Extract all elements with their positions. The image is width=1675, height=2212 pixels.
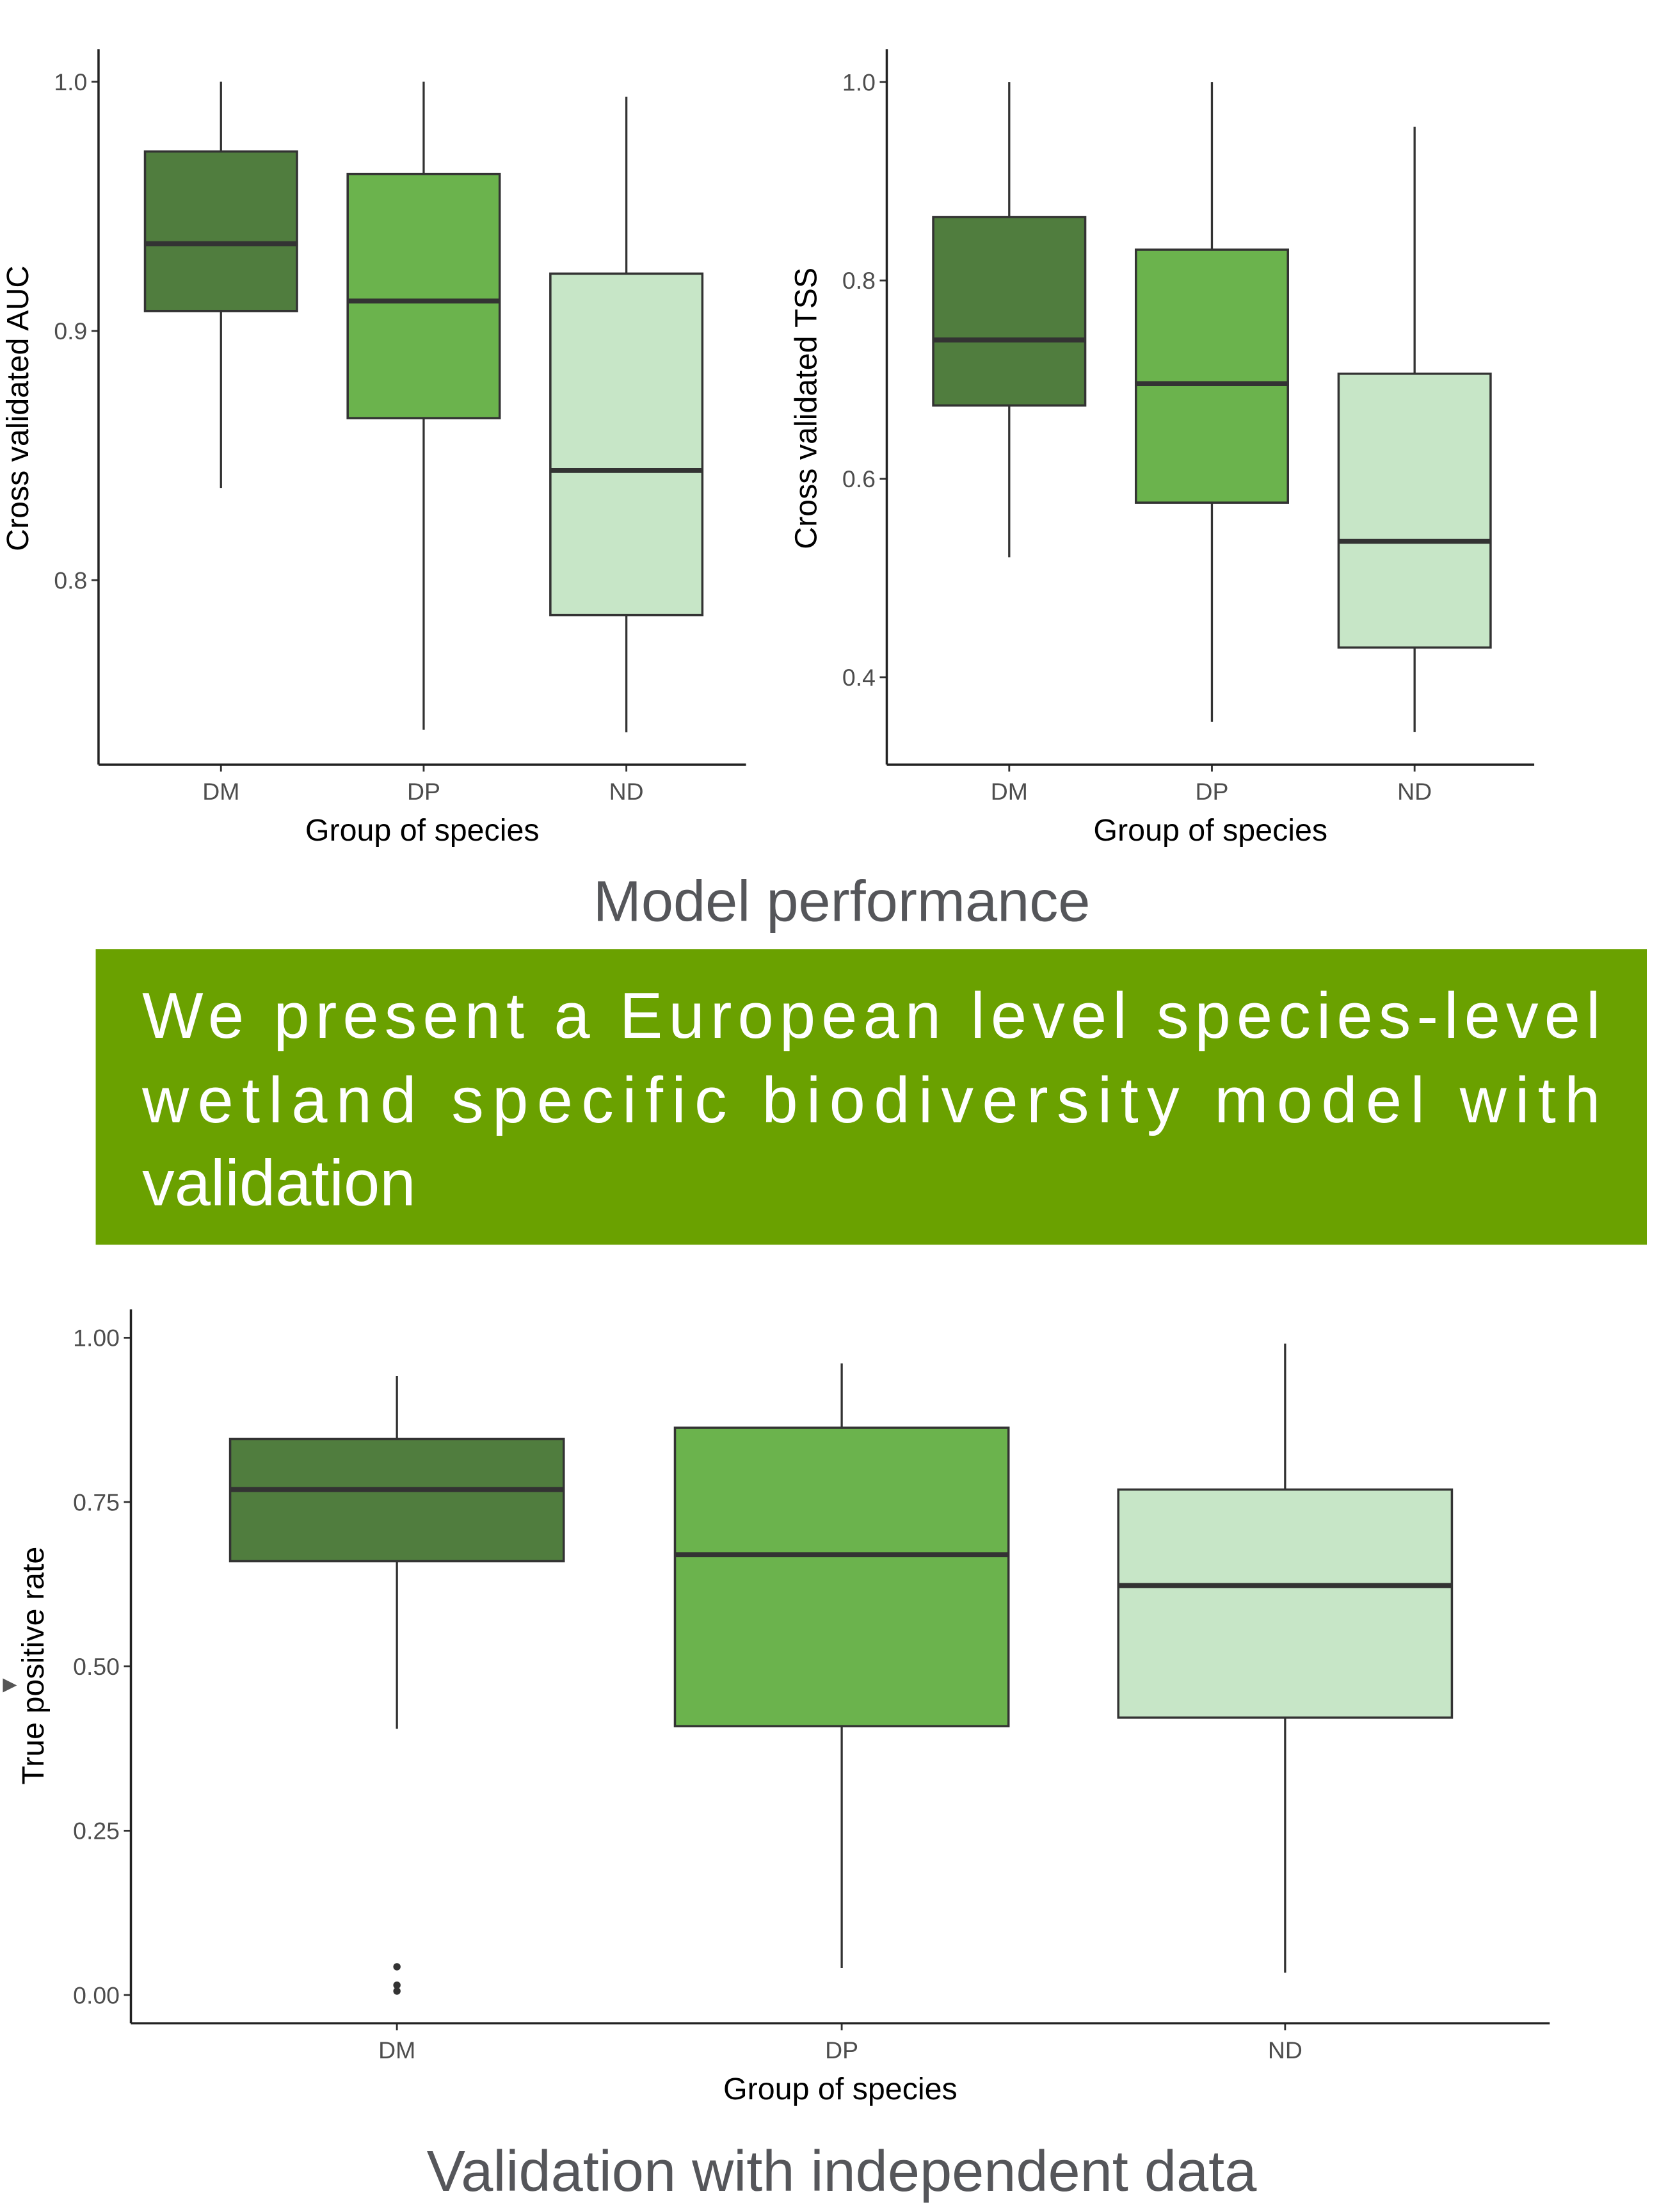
box-DP bbox=[673, 1426, 1010, 1727]
box-DM bbox=[932, 216, 1087, 407]
box-DP bbox=[1134, 248, 1289, 504]
y-tick-label: 0.8 bbox=[54, 567, 87, 593]
x-axis-title: Group of species bbox=[723, 2072, 958, 2106]
caption-validation: Validation with independent data bbox=[427, 2139, 1257, 2204]
y-tick-label: 0.25 bbox=[73, 1818, 120, 1845]
banner-line-3: validation bbox=[142, 1147, 415, 1220]
y-tick-label: 1.0 bbox=[842, 69, 876, 95]
box-ND bbox=[1337, 372, 1492, 649]
box-DM bbox=[143, 150, 298, 312]
outlier-DM-0 bbox=[393, 1963, 401, 1971]
banner-line-1: We present a European level species-leve… bbox=[142, 980, 1600, 1052]
y-axis-title: Cross validated TSS bbox=[789, 268, 824, 549]
box-ND bbox=[549, 272, 704, 617]
x-tick-label-ND: ND bbox=[1268, 2037, 1302, 2063]
auc-boxplot: DM DP ND 0.8 0.9 1.0 Group of species Cross val… bbox=[1, 49, 746, 848]
y-tick-label: 0.75 bbox=[73, 1489, 120, 1515]
y-tick-label: 0.6 bbox=[842, 465, 876, 492]
y-tick-label: 1.0 bbox=[54, 69, 87, 95]
x-tick-label-ND: ND bbox=[609, 778, 644, 805]
x-tick-label-ND: ND bbox=[1397, 778, 1432, 805]
caption-model-performance: Model performance bbox=[593, 869, 1091, 933]
x-axis-title: Group of species bbox=[1093, 813, 1327, 848]
y-axis-title: True positive rate bbox=[16, 1547, 51, 1785]
x-tick-label-DP: DP bbox=[407, 778, 440, 805]
banner-background bbox=[95, 949, 1647, 1245]
x-tick-label-DP: DP bbox=[1196, 778, 1229, 805]
y-tick-label: 0.00 bbox=[73, 1982, 120, 2008]
box-ND bbox=[1117, 1488, 1454, 1719]
box-DM bbox=[228, 1437, 565, 1563]
cursor-marker-icon bbox=[3, 1678, 17, 1693]
x-tick-label-DM: DM bbox=[378, 2037, 415, 2063]
y-tick-label: 1.00 bbox=[73, 1325, 120, 1352]
y-tick-label: 0.50 bbox=[73, 1653, 120, 1680]
y-tick-label: 0.4 bbox=[842, 664, 876, 691]
y-axis-title: Cross validated AUC bbox=[1, 266, 35, 551]
y-tick-label: 0.8 bbox=[842, 267, 876, 294]
box-DP bbox=[346, 172, 501, 419]
y-tick-label: 0.9 bbox=[54, 318, 87, 344]
x-tick-label-DP: DP bbox=[825, 2037, 858, 2063]
outlier-DM-2 bbox=[393, 1987, 401, 1995]
x-tick-label-DM: DM bbox=[202, 778, 239, 805]
x-axis-title: Group of species bbox=[305, 813, 540, 848]
x-tick-label-DM: DM bbox=[991, 778, 1028, 805]
tss-boxplot: DM DP ND 0.4 0.6 0.8 1.0 Group of species Cross … bbox=[789, 49, 1535, 848]
true-positive-rate-boxplot: DM DP ND 0.00 0.25 0.50 0.75 1.00 Group of speci… bbox=[16, 1309, 1550, 2106]
outlier-DM-1 bbox=[393, 1981, 401, 1989]
